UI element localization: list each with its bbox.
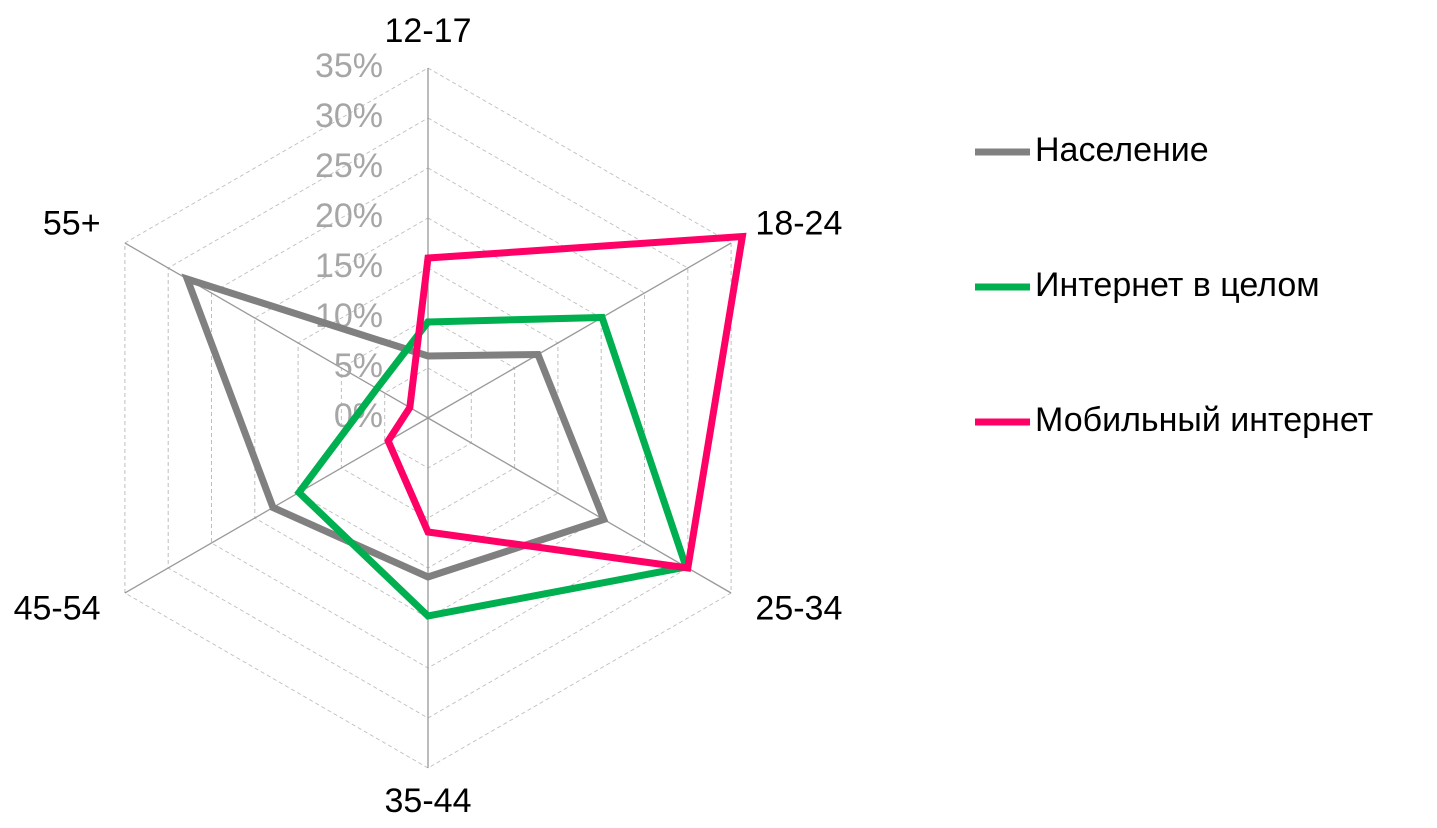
legend-label: Мобильный интернет bbox=[1035, 401, 1373, 439]
category-label: 55+ bbox=[43, 204, 101, 242]
y-tick-label: 25% bbox=[315, 147, 383, 185]
y-tick-label: 15% bbox=[315, 247, 383, 285]
axis-spoke bbox=[427, 242, 732, 419]
y-tick-label: 5% bbox=[334, 347, 383, 385]
y-tick-label: 20% bbox=[315, 197, 383, 235]
legend-label: Население bbox=[1035, 131, 1209, 169]
category-label: 35-44 bbox=[385, 782, 472, 820]
series-line bbox=[294, 313, 691, 620]
series-line bbox=[384, 232, 747, 572]
y-tick-label: 30% bbox=[315, 97, 383, 135]
category-label: 25-34 bbox=[755, 589, 842, 627]
y-tick-label: 35% bbox=[315, 47, 383, 85]
legend-label: Интернет в целом bbox=[1035, 266, 1320, 304]
category-label: 45-54 bbox=[14, 589, 101, 627]
series-line bbox=[181, 273, 609, 581]
category-label: 12-17 bbox=[385, 12, 472, 50]
category-label: 18-24 bbox=[755, 204, 842, 242]
